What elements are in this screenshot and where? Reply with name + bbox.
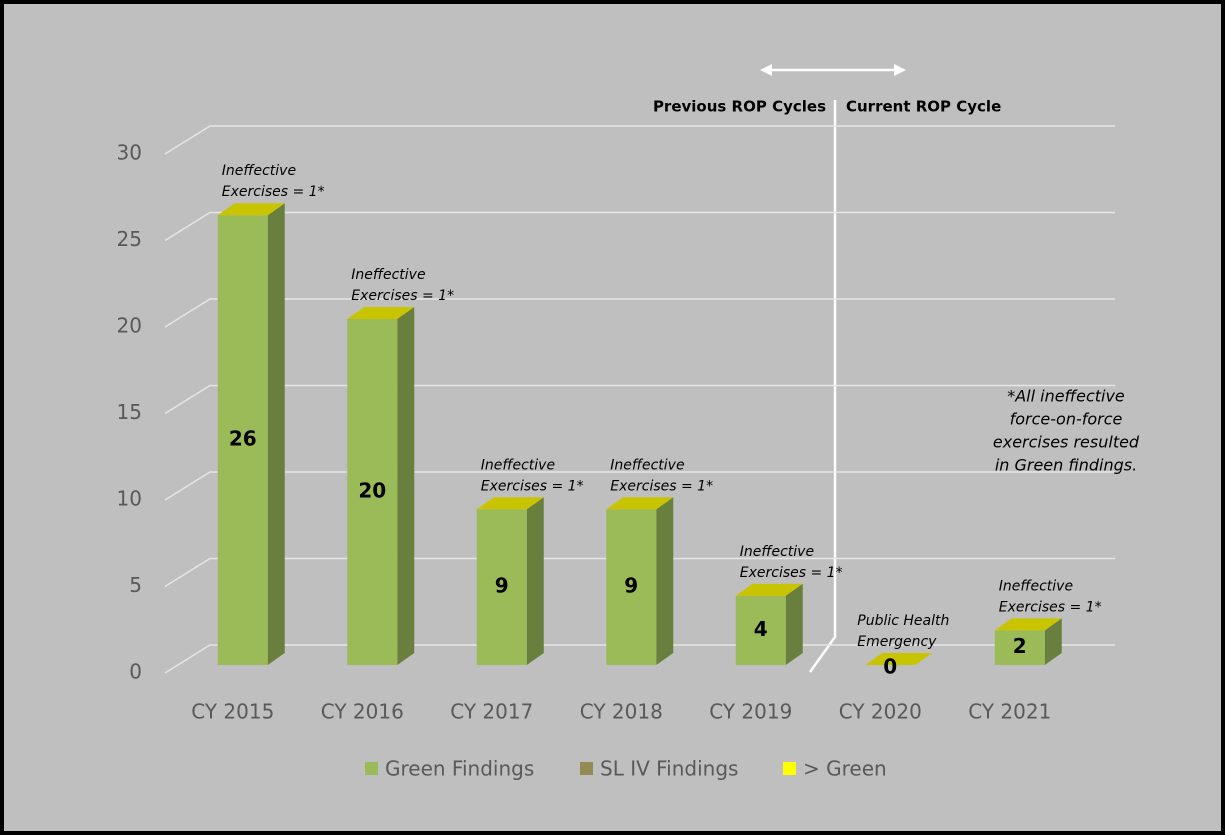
bar-annotation: Ineffective (999, 578, 1073, 594)
y-tick-label: 30 (117, 141, 142, 165)
bar-face (735, 595, 786, 665)
grid-line (164, 384, 1115, 415)
note: in Green findings. (995, 456, 1137, 475)
x-tick-label: CY 2020 (839, 700, 922, 724)
bar-top (476, 497, 544, 510)
x-tick-label: CY 2021 (968, 700, 1051, 724)
y-tick-label: 0 (129, 660, 142, 684)
bar-annotation: Public Health (857, 613, 949, 629)
legend-label: Green Findings (385, 757, 534, 781)
grid-line (164, 644, 1115, 674)
x-tick-label: CY 2016 (321, 700, 404, 724)
bar-annotation: Ineffective (481, 457, 555, 473)
bar-face (397, 307, 415, 665)
x-tick-label: CY 2017 (450, 700, 533, 724)
bar-top (735, 583, 803, 596)
note: *All ineffective (1007, 387, 1125, 406)
bar-face (606, 509, 657, 665)
bar-top (217, 203, 285, 216)
bar (217, 203, 285, 665)
arrow-head (894, 64, 906, 76)
bar (347, 307, 415, 665)
bar-top (865, 653, 933, 665)
bar-face (785, 583, 803, 665)
bar-top (606, 497, 674, 510)
grid-line (164, 211, 1115, 242)
y-tick-label: 20 (117, 314, 142, 338)
bar-annotation: Emergency (857, 634, 937, 650)
bar-annotation: Exercises = 1* (351, 288, 454, 304)
x-tick-label: CY 2018 (580, 700, 663, 724)
note: force-on-force (1010, 410, 1123, 429)
bar-face (476, 509, 527, 665)
data-label: 2 (1013, 634, 1027, 658)
y-tick-label: 15 (117, 400, 142, 424)
grid-line (164, 471, 1115, 501)
bar-annotation: Exercises = 1* (740, 565, 843, 581)
legend-label: SL IV Findings (600, 757, 738, 781)
bar-face (656, 497, 674, 665)
y-tick-label: 25 (117, 227, 142, 251)
legend-label: > Green (803, 757, 887, 781)
legend-swatch (783, 762, 796, 775)
y-tick-label: 10 (117, 487, 142, 511)
bar-annotation: Ineffective (740, 544, 814, 560)
x-tick-label: CY 2019 (709, 700, 792, 724)
data-label: 20 (358, 479, 386, 503)
bar-annotation: Exercises = 1* (222, 184, 325, 200)
bar-top (347, 307, 415, 319)
region-label: Previous ROP Cycles (653, 98, 826, 116)
note: exercises resulted (993, 433, 1140, 452)
legend-swatch (580, 762, 593, 775)
bar-annotation: Ineffective (610, 457, 684, 473)
data-label: 9 (495, 574, 509, 598)
bar-annotation: Exercises = 1* (610, 478, 713, 494)
bar-annotation: Ineffective (222, 163, 296, 179)
bar-face (1044, 618, 1062, 665)
bar-top (994, 618, 1062, 631)
bar-face (267, 203, 285, 665)
region-label: Current ROP Cycle (846, 98, 1001, 116)
bar-face (217, 215, 268, 665)
x-tick-label: CY 2015 (191, 700, 274, 724)
bar (476, 497, 544, 665)
cycle-divider (808, 100, 837, 673)
bar (606, 497, 674, 665)
data-label: 9 (624, 574, 638, 598)
bar-annotation: Exercises = 1* (481, 478, 584, 494)
bar-face (347, 319, 398, 665)
grid-line (164, 298, 1115, 328)
arrow-head (760, 64, 772, 76)
data-label: 26 (229, 427, 257, 451)
bar-face (526, 497, 544, 665)
bar-annotation: Ineffective (351, 267, 425, 283)
legend-swatch (365, 762, 378, 775)
y-tick-label: 5 (129, 573, 142, 597)
grid-line (164, 557, 1115, 588)
data-label: 0 (883, 655, 897, 679)
bar (735, 583, 803, 665)
bar-face (994, 630, 1045, 665)
grid-line (164, 125, 1115, 155)
bar-annotation: Exercises = 1* (999, 599, 1102, 615)
data-label: 4 (754, 617, 768, 641)
bar (994, 618, 1062, 665)
